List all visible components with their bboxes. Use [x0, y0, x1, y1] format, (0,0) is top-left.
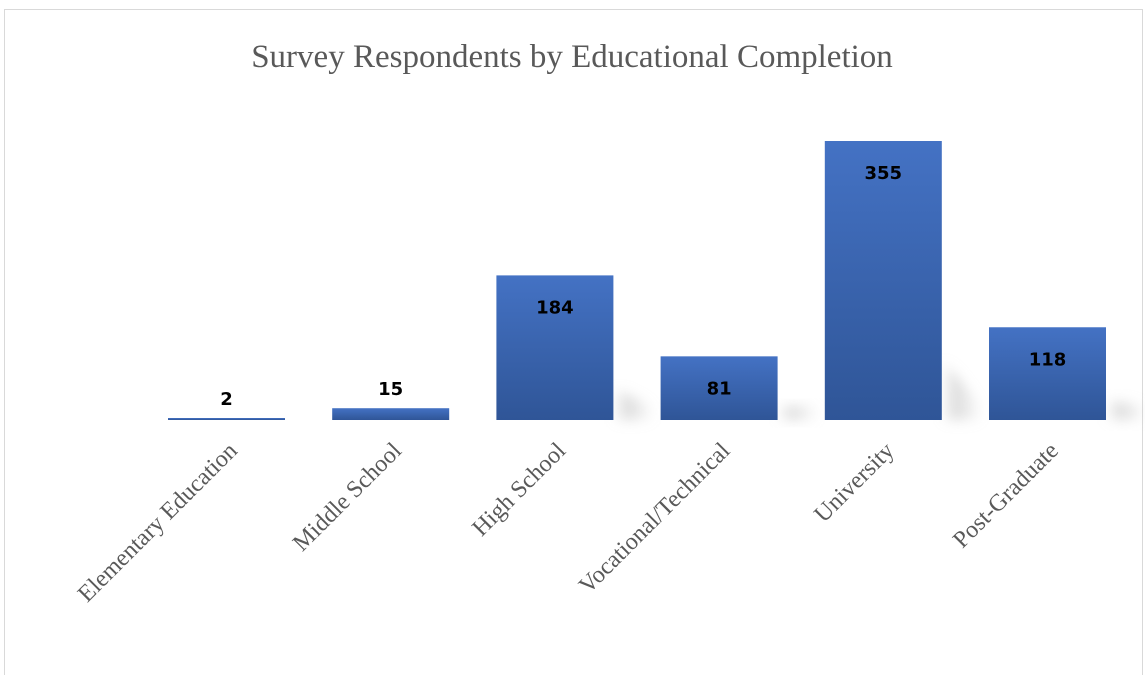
category-label-post-graduate: Post-Graduate — [948, 438, 1063, 553]
value-label-high-school: 184 — [536, 297, 574, 318]
bar-post-graduate — [989, 327, 1106, 420]
bar-vocational-technical — [660, 356, 778, 420]
category-label-elementary-education: Elementary Education — [73, 438, 243, 608]
value-label-elementary-education: 2 — [220, 389, 233, 410]
bar-high-school — [496, 275, 614, 420]
bars — [168, 141, 1106, 420]
chart-frame — [4, 9, 1143, 675]
bar-middle-school — [332, 408, 450, 420]
value-label-university: 355 — [865, 163, 903, 184]
value-label-middle-school: 15 — [378, 379, 403, 400]
bar-shadow-vocational-technical — [777, 405, 818, 420]
category-label-vocational-technical: Vocational/Technical — [574, 438, 735, 599]
bar-shadow-post-graduate — [1106, 399, 1145, 420]
category-label-university: University — [810, 438, 900, 528]
bar-shadow-high-school — [613, 388, 654, 420]
bar-shadow-university — [941, 358, 982, 420]
category-labels: Elementary Education Middle School High Sc… — [73, 438, 1064, 608]
value-labels: 2 15 184 81 355 118 — [220, 163, 1066, 410]
value-label-post-graduate: 118 — [1029, 349, 1067, 370]
bar-shadows — [613, 358, 1145, 420]
bar-elementary-education — [168, 418, 285, 420]
category-label-middle-school: Middle School — [288, 438, 407, 557]
chart-title: Survey Respondents by Educational Comple… — [251, 39, 893, 75]
bar-university — [824, 141, 942, 420]
value-label-vocational-technical: 81 — [707, 378, 732, 399]
category-label-high-school: High School — [467, 438, 571, 542]
